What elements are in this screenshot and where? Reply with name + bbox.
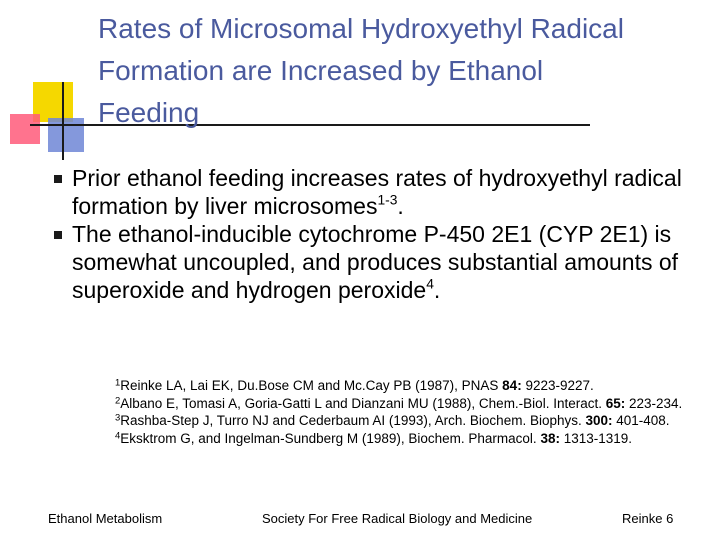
- title-line: Rates of Microsomal Hydroxyethyl Radical: [98, 13, 624, 44]
- square-bullet-icon: [54, 175, 62, 183]
- reference-item: 4Eksktrom G, and Ingelman-Sundberg M (19…: [115, 431, 705, 447]
- bullet-item: The ethanol-inducible cytochrome P-450 2…: [54, 220, 696, 304]
- decor-red-square: [10, 114, 40, 144]
- reference-text: Reinke LA, Lai EK, Du.Bose CM and Mc.Cay…: [120, 378, 503, 393]
- reference-number: 1: [115, 377, 121, 389]
- reference-item: 3Rashba-Step J, Turro NJ and Cederbaum A…: [115, 413, 705, 429]
- reference-text: Rashba-Step J, Turro NJ and Cederbaum AI…: [120, 413, 586, 428]
- bullet-item: Prior ethanol feeding increases rates of…: [54, 164, 696, 220]
- reference-pages: 1313-1319.: [559, 430, 633, 446]
- reference-volume: 300:: [585, 413, 613, 428]
- bullet-text: The ethanol-inducible cytochrome P-450 2…: [72, 221, 679, 303]
- reference-volume: 84:: [502, 378, 522, 393]
- bullet-tail: .: [397, 193, 404, 219]
- bullet-citation: 1-3: [377, 192, 398, 208]
- footer-left-text: Ethanol Metabolism: [48, 511, 163, 526]
- reference-text: Albano E, Tomasi A, Goria-Gatti L and Di…: [120, 395, 606, 411]
- bullet-citation: 4: [426, 276, 434, 292]
- reference-list: 1Reinke LA, Lai EK, Du.Bose CM and Mc.Ca…: [115, 378, 705, 448]
- bullet-tail: .: [433, 277, 441, 303]
- footer-page-label: Reinke 6: [622, 511, 674, 526]
- square-bullet-icon: [54, 231, 62, 239]
- reference-number: 3: [115, 412, 121, 424]
- footer-center-text: Society For Free Radical Biology and Med…: [262, 511, 533, 526]
- title-underline-rule: [30, 124, 590, 126]
- title-line: Feeding: [98, 97, 200, 128]
- reference-pages: 401-408.: [612, 413, 670, 428]
- reference-number: 2: [115, 394, 121, 406]
- decor-blue-square: [48, 118, 84, 152]
- title-line: Formation are Increased by Ethanol: [98, 55, 544, 86]
- decor-vertical-rule: [62, 82, 64, 160]
- reference-pages: 9223-9227.: [521, 378, 594, 393]
- reference-text: Eksktrom G, and Ingelman-Sundberg M (198…: [120, 430, 541, 446]
- reference-item: 2Albano E, Tomasi A, Goria-Gatti L and D…: [115, 396, 705, 412]
- reference-item: 1Reinke LA, Lai EK, Du.Bose CM and Mc.Ca…: [115, 378, 705, 394]
- reference-pages: 223-234.: [625, 395, 683, 411]
- bullet-text: Prior ethanol feeding increases rates of…: [72, 165, 682, 219]
- reference-number: 4: [115, 429, 121, 441]
- slide-title: Rates of Microsomal Hydroxyethyl Radical…: [98, 8, 708, 134]
- reference-volume: 38:: [540, 430, 560, 446]
- bullet-list: Prior ethanol feeding increases rates of…: [54, 164, 696, 304]
- reference-volume: 65:: [605, 395, 626, 411]
